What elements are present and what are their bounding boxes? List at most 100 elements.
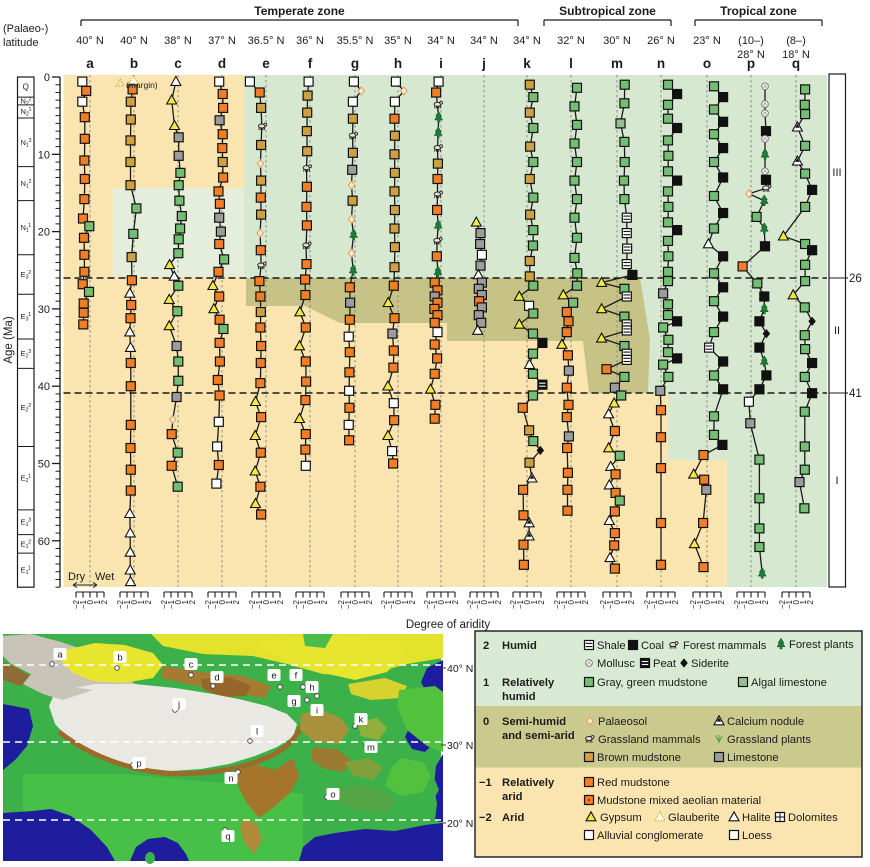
svg-text:−2: −2 <box>380 599 389 609</box>
svg-text:E23: E23 <box>21 349 32 360</box>
svg-text:f: f <box>308 56 313 71</box>
svg-text:m: m <box>367 743 375 754</box>
svg-text:Forest plants: Forest plants <box>789 639 854 651</box>
svg-text:Halite: Halite <box>742 812 771 824</box>
svg-text:N13: N13 <box>21 138 32 149</box>
svg-text:Alluvial conglomerate: Alluvial conglomerate <box>597 830 703 842</box>
svg-text:Glauberite: Glauberite <box>668 812 720 824</box>
svg-text:30° N: 30° N <box>447 740 473 752</box>
svg-text:0: 0 <box>613 599 622 604</box>
svg-text:E11: E11 <box>21 566 31 577</box>
svg-text:n: n <box>228 774 233 785</box>
svg-text:−1: −1 <box>473 599 482 609</box>
svg-text:j: j <box>177 700 180 711</box>
svg-text:34° N: 34° N <box>427 35 455 47</box>
svg-text:26: 26 <box>849 273 862 285</box>
svg-text:d: d <box>214 673 219 684</box>
svg-text:1: 1 <box>799 599 808 604</box>
svg-text:humid: humid <box>502 691 536 703</box>
svg-text:−2: −2 <box>72 599 81 609</box>
svg-text:0: 0 <box>44 72 50 84</box>
svg-text:2: 2 <box>188 599 197 604</box>
svg-text:1: 1 <box>710 599 719 604</box>
svg-text:l: l <box>256 727 258 738</box>
svg-text:2: 2 <box>671 599 680 604</box>
svg-text:Temperate zone: Temperate zone <box>254 4 345 18</box>
svg-text:(Palaeo-): (Palaeo-) <box>3 23 48 35</box>
svg-text:E21: E21 <box>21 474 32 485</box>
svg-text:0: 0 <box>480 599 489 604</box>
svg-text:2: 2 <box>761 599 770 604</box>
svg-text:Humid: Humid <box>502 640 537 652</box>
svg-text:2: 2 <box>627 599 636 604</box>
svg-text:Coal: Coal <box>641 640 664 652</box>
svg-text:−1: −1 <box>211 599 220 609</box>
svg-text:−2: −2 <box>479 812 492 824</box>
svg-text:−2: −2 <box>423 599 432 609</box>
svg-text:0: 0 <box>792 599 801 604</box>
svg-text:Calcium nodule: Calcium nodule <box>727 716 804 728</box>
svg-text:f: f <box>295 671 298 682</box>
svg-text:I: I <box>835 475 838 487</box>
svg-text:Brown mudstone: Brown mudstone <box>597 752 681 764</box>
svg-text:−1: −1 <box>299 599 308 609</box>
svg-text:b: b <box>117 653 122 664</box>
svg-text:2: 2 <box>537 599 546 604</box>
svg-text:2: 2 <box>581 599 590 604</box>
svg-text:0: 0 <box>174 599 183 604</box>
svg-text:E13: E13 <box>21 518 32 529</box>
svg-text:−1: −1 <box>387 599 396 609</box>
svg-text:E12: E12 <box>21 539 32 550</box>
svg-text:10: 10 <box>38 149 50 161</box>
svg-text:2: 2 <box>451 599 460 604</box>
svg-text:E22: E22 <box>21 403 32 414</box>
svg-text:Arid: Arid <box>502 812 525 824</box>
svg-text:60: 60 <box>38 536 50 548</box>
svg-text:1: 1 <box>137 599 146 604</box>
svg-text:1: 1 <box>664 599 673 604</box>
svg-text:0: 0 <box>523 599 532 604</box>
svg-text:q: q <box>792 56 800 71</box>
svg-text:o: o <box>703 56 711 71</box>
svg-text:1: 1 <box>225 599 234 604</box>
svg-text:0: 0 <box>130 599 139 604</box>
svg-text:0: 0 <box>657 599 666 604</box>
svg-text:latitude: latitude <box>3 37 38 49</box>
svg-text:E32: E32 <box>21 270 32 281</box>
svg-text:Loess: Loess <box>742 830 772 842</box>
svg-text:−2: −2 <box>466 599 475 609</box>
svg-text:Mudstone mixed aeolian materia: Mudstone mixed aeolian material <box>597 795 761 807</box>
svg-text:−2: −2 <box>643 599 652 609</box>
svg-text:h: h <box>309 683 314 694</box>
svg-text:(10–): (10–) <box>738 35 764 47</box>
svg-text:−2: −2 <box>778 599 787 609</box>
svg-text:b: b <box>130 56 138 71</box>
svg-text:0: 0 <box>218 599 227 604</box>
svg-text:0: 0 <box>483 716 489 728</box>
svg-text:32° N: 32° N <box>557 35 585 47</box>
svg-text:23° N: 23° N <box>693 35 721 47</box>
svg-text:m: m <box>611 56 623 71</box>
svg-text:N11: N11 <box>21 223 32 234</box>
svg-text:−2: −2 <box>733 599 742 609</box>
svg-text:0: 0 <box>262 599 271 604</box>
svg-text:0: 0 <box>351 599 360 604</box>
svg-text:Peat: Peat <box>653 658 677 670</box>
svg-text:Palaeosol: Palaeosol <box>598 716 647 728</box>
svg-text:−1: −1 <box>255 599 264 609</box>
svg-text:37° N: 37° N <box>208 35 236 47</box>
svg-text:34° N: 34° N <box>470 35 498 47</box>
svg-text:2: 2 <box>365 599 374 604</box>
svg-text:0: 0 <box>86 599 95 604</box>
svg-text:−1: −1 <box>560 599 569 609</box>
svg-text:e: e <box>271 671 276 682</box>
svg-text:Degree of aridity: Degree of aridity <box>406 619 491 631</box>
svg-text:0: 0 <box>703 599 712 604</box>
svg-text:q: q <box>225 832 230 843</box>
svg-text:−2: −2 <box>509 599 518 609</box>
svg-text:e: e <box>262 56 270 71</box>
svg-text:Red mudstone: Red mudstone <box>597 777 670 789</box>
svg-text:2: 2 <box>276 599 285 604</box>
svg-text:Age (Ma): Age (Ma) <box>3 316 15 363</box>
svg-text:II: II <box>834 325 840 337</box>
